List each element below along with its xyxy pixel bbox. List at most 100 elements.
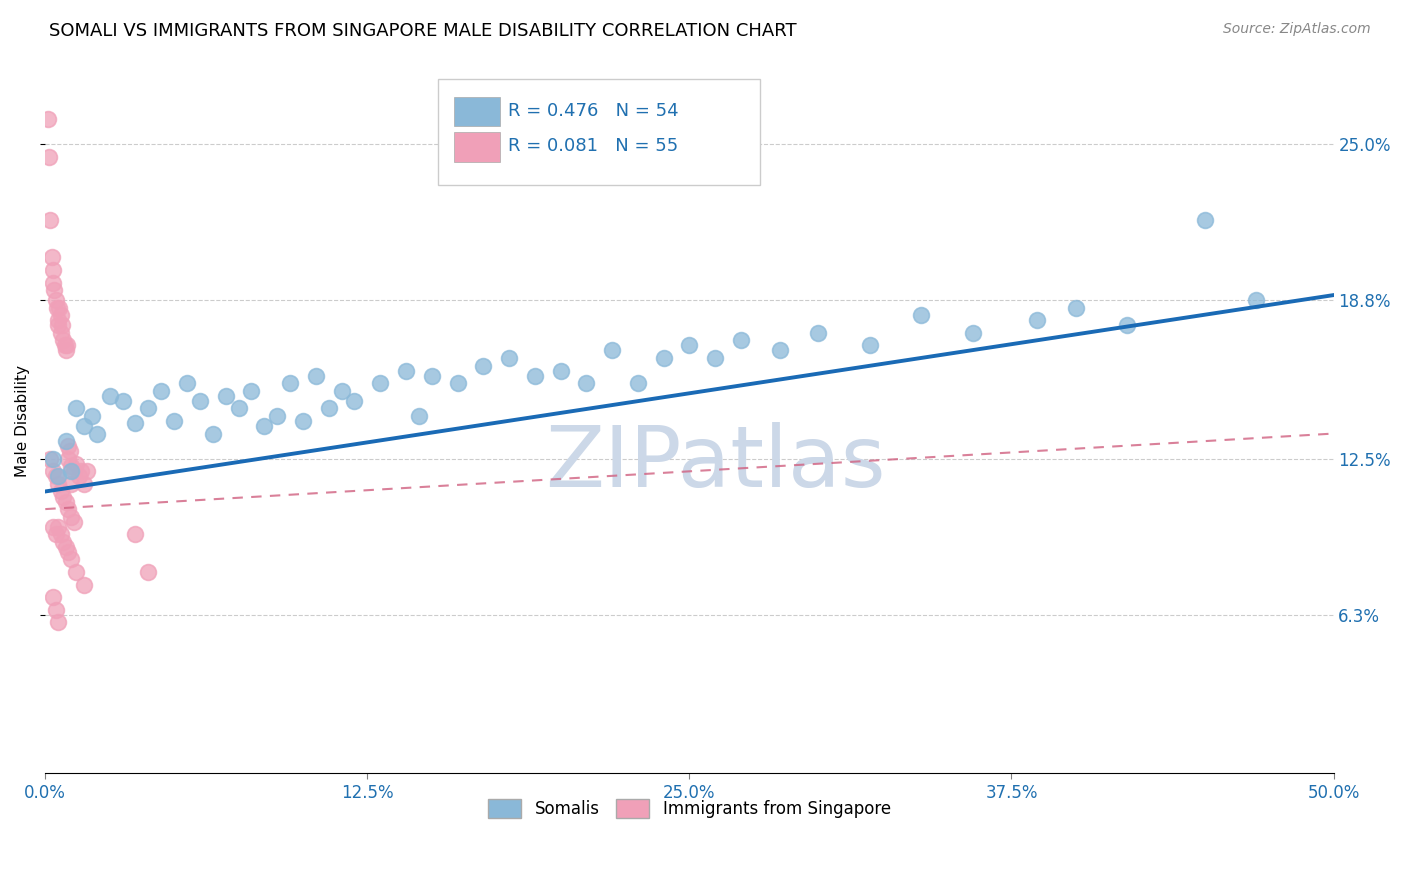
Point (55, 343, 77, 358)
Point (53, 338, 76, 352)
Point (98, 389, 121, 403)
Point (73, 477, 96, 491)
Point (138, 565, 160, 579)
Point (73, 419, 96, 434)
Point (58, 451, 80, 466)
Text: R = 0.476   N = 54: R = 0.476 N = 54 (508, 102, 678, 120)
Point (550, 363, 572, 377)
Point (62, 515, 84, 529)
Point (138, 401, 160, 416)
Point (60, 552, 83, 566)
Point (807, 326, 830, 340)
Point (498, 351, 520, 365)
Point (278, 376, 301, 391)
Point (704, 351, 727, 365)
Point (45, 301, 67, 315)
Point (201, 426, 224, 441)
Point (58, 545, 80, 559)
Point (343, 393, 366, 408)
Point (65, 457, 87, 471)
Point (111, 393, 134, 408)
Point (45, 469, 67, 483)
Point (859, 338, 882, 352)
Point (42, 591, 65, 605)
Point (962, 326, 984, 340)
Point (318, 401, 340, 416)
Text: ZIPatlas: ZIPatlas (546, 422, 886, 505)
Point (305, 368, 328, 383)
Point (188, 393, 211, 408)
Point (678, 338, 700, 352)
Point (1244, 293, 1267, 307)
Point (1026, 313, 1049, 327)
Point (60, 464, 83, 478)
Point (48, 301, 70, 315)
Point (627, 376, 650, 391)
Point (49, 326, 72, 340)
Point (49, 308, 72, 322)
Point (76, 464, 98, 478)
Point (768, 343, 790, 358)
FancyBboxPatch shape (454, 132, 501, 161)
Legend: Somalis, Immigrants from Singapore: Somalis, Immigrants from Singapore (481, 792, 897, 825)
FancyBboxPatch shape (454, 96, 501, 127)
Point (46, 477, 69, 491)
Point (472, 359, 495, 373)
Point (575, 376, 598, 391)
Point (55, 540, 77, 554)
Point (55, 494, 77, 508)
Point (52, 334, 75, 348)
Point (73, 577, 96, 591)
Point (42, 263, 65, 277)
Point (228, 401, 250, 416)
Point (37, 112, 59, 126)
Point (46, 318, 69, 333)
Text: SOMALI VS IMMIGRANTS FROM SINGAPORE MALE DISABILITY CORRELATION CHART: SOMALI VS IMMIGRANTS FROM SINGAPORE MALE… (49, 22, 797, 40)
Point (65, 565, 87, 579)
Point (46, 313, 69, 327)
Point (176, 376, 198, 391)
Point (523, 368, 546, 383)
Point (42, 276, 65, 290)
Point (49, 484, 72, 499)
Point (46, 469, 69, 483)
Point (39, 451, 62, 466)
Point (56, 338, 79, 352)
Point (38, 150, 60, 164)
Point (55, 434, 77, 449)
Point (60, 459, 83, 474)
Point (408, 409, 430, 423)
Point (70, 464, 93, 478)
Point (214, 389, 236, 403)
Text: R = 0.081   N = 55: R = 0.081 N = 55 (508, 137, 678, 155)
Point (60, 509, 83, 524)
Point (67, 469, 90, 483)
Point (39, 212, 62, 227)
Point (395, 363, 418, 377)
Point (49, 527, 72, 541)
Point (368, 376, 391, 391)
Point (58, 502, 80, 516)
Point (652, 351, 675, 365)
Point (1194, 212, 1216, 227)
Point (65, 401, 87, 416)
Point (266, 409, 288, 423)
Point (44, 283, 66, 297)
Point (446, 376, 468, 391)
Y-axis label: Male Disability: Male Disability (15, 365, 30, 477)
Text: Source: ZipAtlas.com: Source: ZipAtlas.com (1223, 22, 1371, 37)
Point (1116, 318, 1139, 333)
Point (910, 308, 932, 322)
Point (45, 527, 67, 541)
Point (42, 464, 65, 478)
Point (330, 384, 353, 398)
Point (51, 318, 73, 333)
Point (124, 527, 146, 541)
Point (600, 343, 623, 358)
Point (60, 477, 83, 491)
Point (62, 464, 84, 478)
Point (80, 409, 103, 423)
Point (420, 368, 443, 383)
Point (58, 439, 80, 453)
Point (52, 534, 75, 549)
